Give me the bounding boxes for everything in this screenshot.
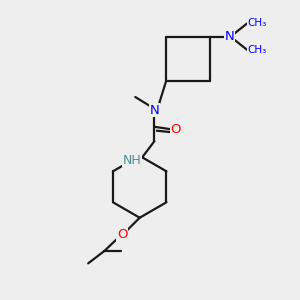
Text: N: N <box>149 104 159 117</box>
Text: NH: NH <box>123 154 142 167</box>
Text: O: O <box>170 123 181 136</box>
Text: N: N <box>225 30 234 43</box>
Text: CH₃: CH₃ <box>248 18 267 28</box>
Text: CH₃: CH₃ <box>248 45 267 55</box>
Text: O: O <box>117 228 127 241</box>
